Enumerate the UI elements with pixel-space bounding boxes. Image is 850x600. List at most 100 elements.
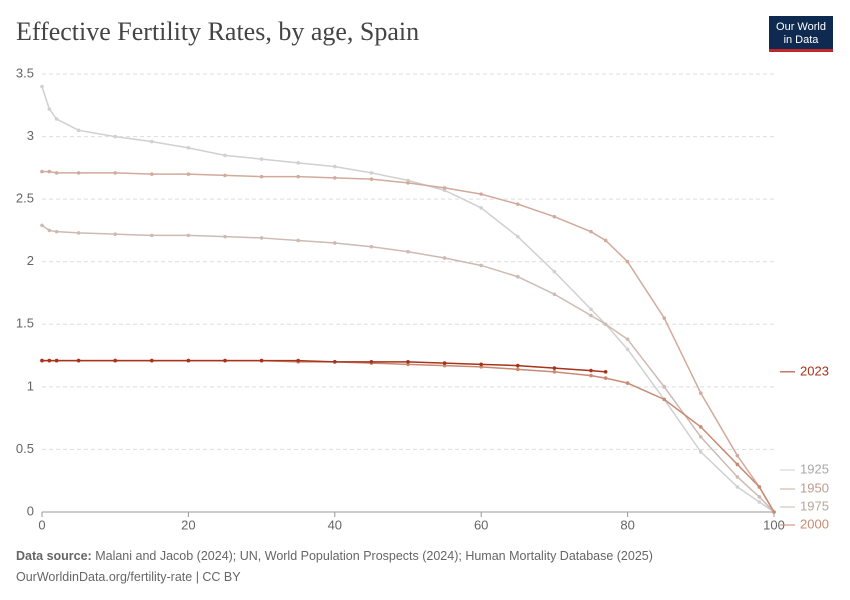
point — [333, 360, 337, 364]
point — [296, 174, 301, 179]
point — [150, 139, 154, 144]
x-tick-label: 40 — [328, 517, 342, 532]
point — [479, 263, 484, 268]
x-tick-label: 100 — [763, 517, 785, 532]
point — [552, 214, 557, 219]
point — [47, 169, 52, 174]
y-tick-label: 0 — [27, 503, 34, 518]
point — [186, 233, 191, 238]
x-tick-label: 0 — [38, 517, 45, 532]
y-tick-label: 3.5 — [16, 65, 34, 80]
point — [333, 241, 337, 245]
source-label: Data source: — [16, 549, 92, 563]
point — [40, 169, 44, 174]
point — [589, 373, 593, 378]
point — [735, 453, 740, 458]
point — [223, 234, 227, 239]
point — [369, 177, 374, 181]
source-text: Malani and Jacob (2024); UN, World Popul… — [95, 549, 653, 563]
point — [333, 176, 337, 180]
y-tick-label: 1 — [27, 378, 34, 393]
point — [699, 425, 703, 429]
point — [603, 238, 608, 243]
point — [113, 171, 117, 175]
point — [113, 358, 117, 363]
point — [625, 347, 630, 352]
logo-text: Our World — [776, 21, 826, 33]
x-tick-label: 80 — [620, 517, 634, 532]
point — [47, 228, 52, 233]
point — [406, 178, 410, 183]
point — [479, 206, 484, 210]
point — [516, 363, 520, 368]
y-tick-label: 2.5 — [16, 191, 34, 206]
point — [54, 358, 59, 363]
point — [589, 307, 593, 312]
point — [625, 337, 630, 342]
point — [186, 146, 191, 150]
logo-text: in Data — [784, 34, 820, 46]
legend-label: 2023 — [800, 363, 829, 378]
point — [223, 153, 227, 158]
point — [406, 362, 410, 367]
logo-box — [769, 16, 833, 52]
point — [735, 462, 740, 467]
point — [296, 358, 301, 363]
legend-label: 1925 — [800, 461, 829, 476]
point — [772, 510, 776, 514]
point — [76, 171, 81, 175]
point — [76, 231, 81, 235]
point — [699, 391, 703, 395]
point — [699, 450, 703, 454]
point — [296, 161, 301, 165]
point — [757, 485, 762, 489]
point — [662, 385, 666, 389]
url: OurWorldinData.org/fertility-rate | CC B… — [16, 570, 241, 584]
point — [259, 236, 264, 240]
series-line — [42, 170, 775, 513]
point — [113, 134, 117, 139]
point — [699, 435, 703, 439]
y-tick-label: 0.5 — [16, 441, 34, 456]
point — [625, 259, 630, 264]
series-line — [42, 359, 775, 513]
legend-label: 2000 — [800, 516, 829, 531]
plot: 0 0.5 1 1.5 2 2.5 3 3.5 0 20 40 60 80 100 1925 1950 1975… — [16, 65, 829, 532]
point — [552, 370, 557, 374]
point — [603, 370, 608, 374]
point — [223, 358, 227, 363]
point — [589, 313, 593, 318]
point — [47, 107, 52, 111]
point — [516, 367, 520, 372]
point — [54, 117, 59, 121]
point — [54, 229, 59, 234]
point — [603, 376, 608, 380]
point — [516, 234, 520, 239]
point — [40, 223, 44, 228]
y-tick-label: 2 — [27, 253, 34, 268]
point — [479, 362, 484, 367]
point — [150, 233, 154, 238]
source: Data source: Malani and Jacob (2024); UN… — [16, 549, 653, 563]
point — [186, 172, 191, 176]
point — [442, 186, 447, 190]
point — [406, 249, 410, 254]
point — [54, 171, 59, 175]
point — [40, 358, 44, 363]
point — [150, 358, 154, 363]
series-line — [41, 224, 775, 513]
point — [757, 495, 762, 499]
point — [662, 397, 666, 402]
point — [735, 485, 740, 489]
point — [479, 365, 484, 369]
x-tick-label: 60 — [474, 517, 488, 532]
point — [442, 363, 447, 368]
point — [625, 381, 630, 385]
point — [442, 361, 447, 365]
point — [369, 171, 374, 175]
point — [186, 358, 191, 363]
point — [603, 322, 608, 327]
point — [333, 164, 337, 169]
point — [662, 316, 666, 320]
